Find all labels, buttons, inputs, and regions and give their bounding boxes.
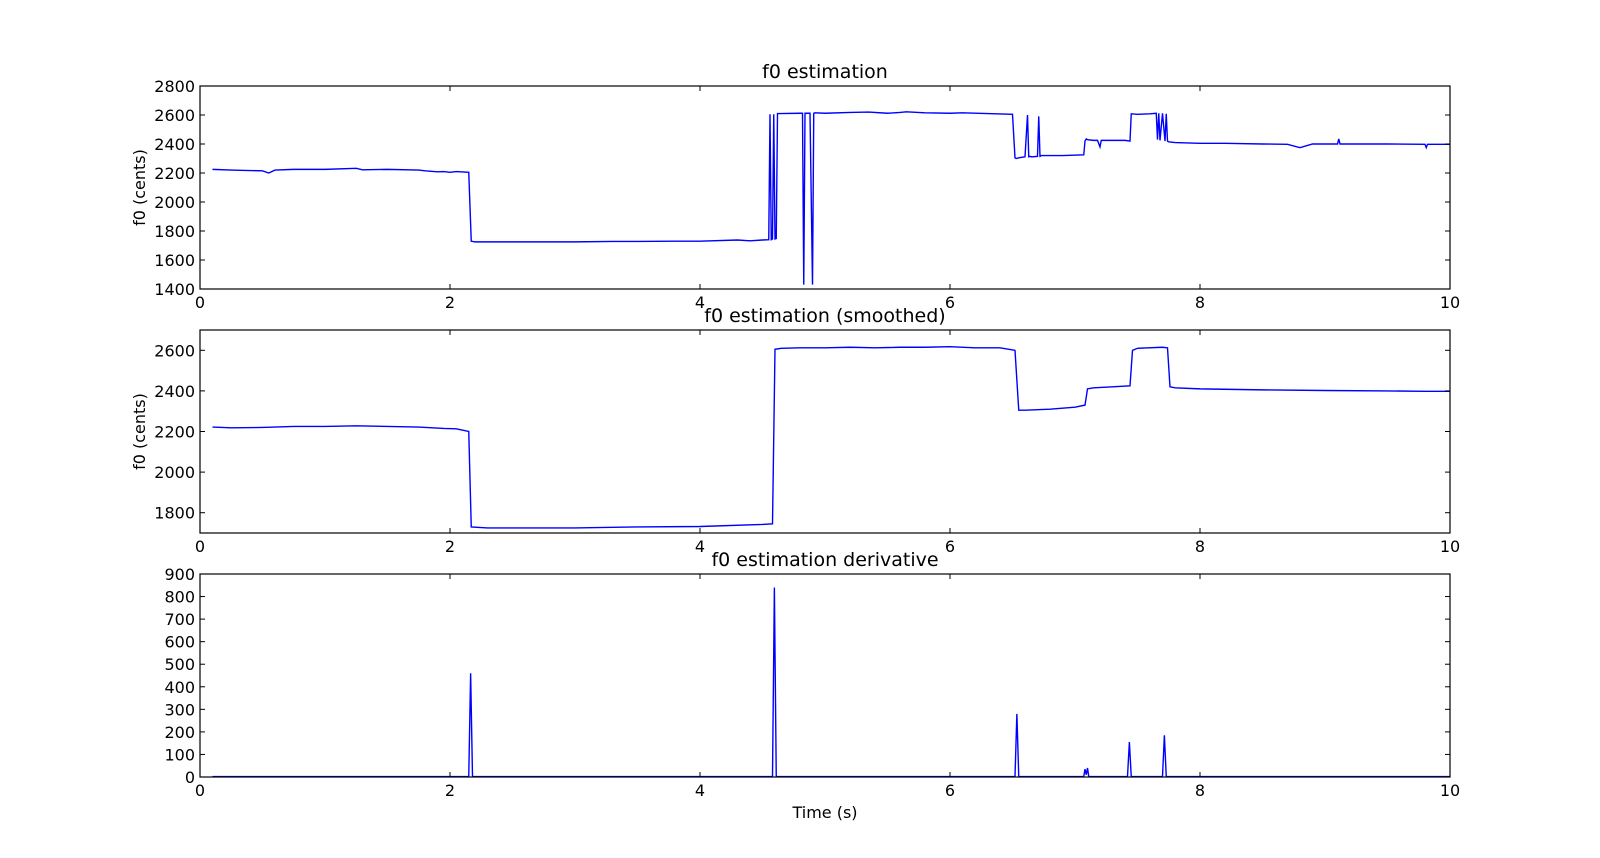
y-tick-label: 400 [164,678,195,697]
y-tick-label: 2400 [154,135,195,154]
axes-frame [199,329,1451,534]
y-tick-label: 1800 [154,504,195,523]
x-tick-label: 4 [695,293,705,312]
y-tick-label: 2200 [154,423,195,442]
x-tick-label: 6 [945,781,955,800]
x-tick-label: 4 [695,781,705,800]
x-tick-label: 2 [445,293,455,312]
series-line-1 [212,345,1450,529]
x-tick-label: 10 [1440,537,1460,556]
x-tick-label: 8 [1195,293,1205,312]
x-tick-label: 6 [945,537,955,556]
chart-title: f0 estimation derivative [711,549,938,571]
y-tick-label: 0 [185,768,195,787]
y-tick-label: 2400 [154,382,195,401]
y-tick-label: 900 [164,565,195,584]
x-tick-label: 2 [445,537,455,556]
y-tick-label: 2000 [154,463,195,482]
series-line-1 [212,111,1450,285]
axes-frame [199,85,1451,290]
y-tick-label: 700 [164,610,195,629]
x-tick-label: 4 [695,537,705,556]
y-axis-label: f0 (cents) [130,149,149,226]
series-line-1 [212,587,1450,778]
y-tick-label: 2200 [154,164,195,183]
y-axis-label: f0 (cents) [130,393,149,470]
subplot-2: 0 2 4 6 8 10 1800 2000 2200 2400 2600 f0 estimation… [130,305,1460,556]
y-tick-label: 500 [164,655,195,674]
y-tick-label: 100 [164,745,195,764]
x-tick-label: 10 [1440,293,1460,312]
y-tick-label: 200 [164,723,195,742]
x-axis-label: Time (s) [791,803,857,822]
y-tick-label: 1600 [154,251,195,270]
x-tick-label: 8 [1195,781,1205,800]
y-tick-label: 800 [164,588,195,607]
x-tick-label: 0 [195,781,205,800]
x-tick-label: 0 [195,537,205,556]
x-tick-label: 6 [945,293,955,312]
y-tick-label: 600 [164,633,195,652]
y-tick-label: 2800 [154,77,195,96]
axes-frame [199,573,1451,778]
chart-title: f0 estimation [762,61,888,83]
x-tick-label: 8 [1195,537,1205,556]
subplot-1: 0 2 4 6 8 10 1400 1600 1800 2000 2200 2400 2600 2800 f… [130,61,1460,312]
y-tick-label: 2000 [154,193,195,212]
y-tick-label: 2600 [154,341,195,360]
y-tick-label: 1800 [154,222,195,241]
chart-title: f0 estimation (smoothed) [704,305,945,327]
y-tick-label: 2600 [154,106,195,125]
x-tick-label: 0 [195,293,205,312]
y-tick-label: 300 [164,700,195,719]
y-tick-label: 1400 [154,280,195,299]
x-tick-label: 2 [445,781,455,800]
x-tick-label: 10 [1440,781,1460,800]
